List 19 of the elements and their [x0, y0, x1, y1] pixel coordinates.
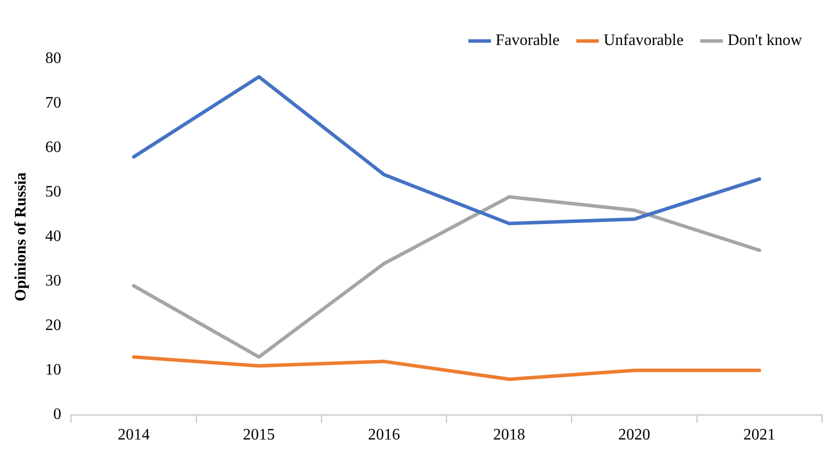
x-tick-label: 2016	[368, 426, 400, 444]
y-tick-label: 30	[45, 272, 62, 290]
x-tick-label: 2021	[743, 426, 776, 444]
x-tick-label: 2014	[118, 426, 150, 444]
legend-label: Don't know	[728, 32, 802, 50]
x-tick-label: 2020	[618, 426, 650, 444]
y-tick-label: 50	[45, 184, 62, 201]
x-tick-label: 2015	[242, 426, 275, 444]
y-tick-label: 60	[45, 139, 62, 156]
legend-label: Unfavorable	[604, 32, 684, 50]
y-axis-title: Opinions of Russia	[12, 172, 30, 302]
legend-label: Favorable	[496, 32, 560, 50]
y-tick-label: 40	[45, 228, 62, 246]
y-tick-label: 10	[45, 362, 62, 379]
x-tick-label: 2018	[493, 426, 526, 444]
y-tick-label: 80	[45, 50, 62, 68]
y-tick-label: 20	[45, 317, 62, 334]
y-tick-label: 0	[53, 406, 62, 424]
y-tick-label: 70	[45, 94, 62, 112]
